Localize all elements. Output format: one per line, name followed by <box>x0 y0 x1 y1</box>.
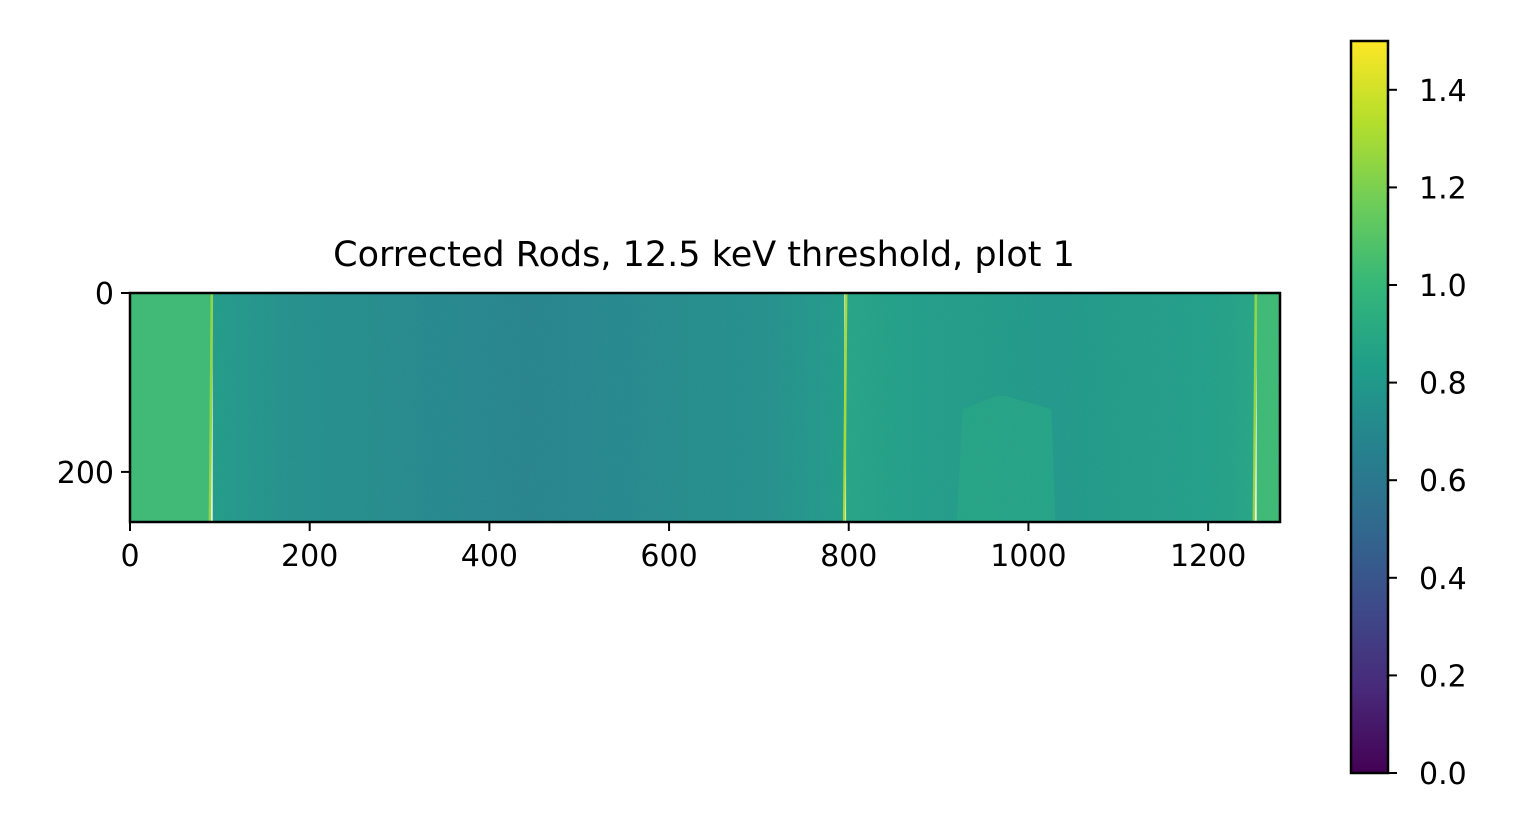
x-tick-label: 0 <box>120 539 139 574</box>
y-tick-label: 200 <box>57 456 114 491</box>
x-tick-label: 200 <box>281 539 338 574</box>
y-tick-label: 0 <box>95 277 114 312</box>
colorbar: 0.0 0.2 0.4 0.6 0.8 1.0 1.2 1.4 <box>1349 39 1467 792</box>
x-tick-label: 400 <box>461 539 518 574</box>
colorbar-tick-label: 0.6 <box>1419 464 1467 499</box>
x-axis: 0 200 400 600 800 1000 1200 <box>120 522 1246 574</box>
colorbar-tick-label: 0.0 <box>1419 757 1467 792</box>
heatmap-image <box>130 292 1280 523</box>
chart-title: Corrected Rods, 12.5 keV threshold, plot… <box>333 235 1075 275</box>
colorbar-tick-label: 1.0 <box>1419 269 1467 304</box>
colorbar-gradient <box>1351 41 1388 773</box>
colorbar-tick-label: 1.2 <box>1419 171 1467 206</box>
x-tick-label: 1200 <box>1170 539 1246 574</box>
x-tick-label: 800 <box>820 539 877 574</box>
y-axis: 0 200 <box>57 277 130 491</box>
plot-frame <box>128 291 1282 524</box>
heatmap-noise <box>130 293 1280 522</box>
colorbar-tick-label: 0.4 <box>1419 562 1467 597</box>
colorbar-tick-label: 1.4 <box>1419 74 1467 109</box>
x-tick-label: 1000 <box>990 539 1066 574</box>
colorbar-tick-label: 0.2 <box>1419 659 1467 694</box>
colorbar-frame <box>1349 39 1390 775</box>
x-tick-label: 600 <box>640 539 697 574</box>
colorbar-tick-label: 0.8 <box>1419 367 1467 402</box>
